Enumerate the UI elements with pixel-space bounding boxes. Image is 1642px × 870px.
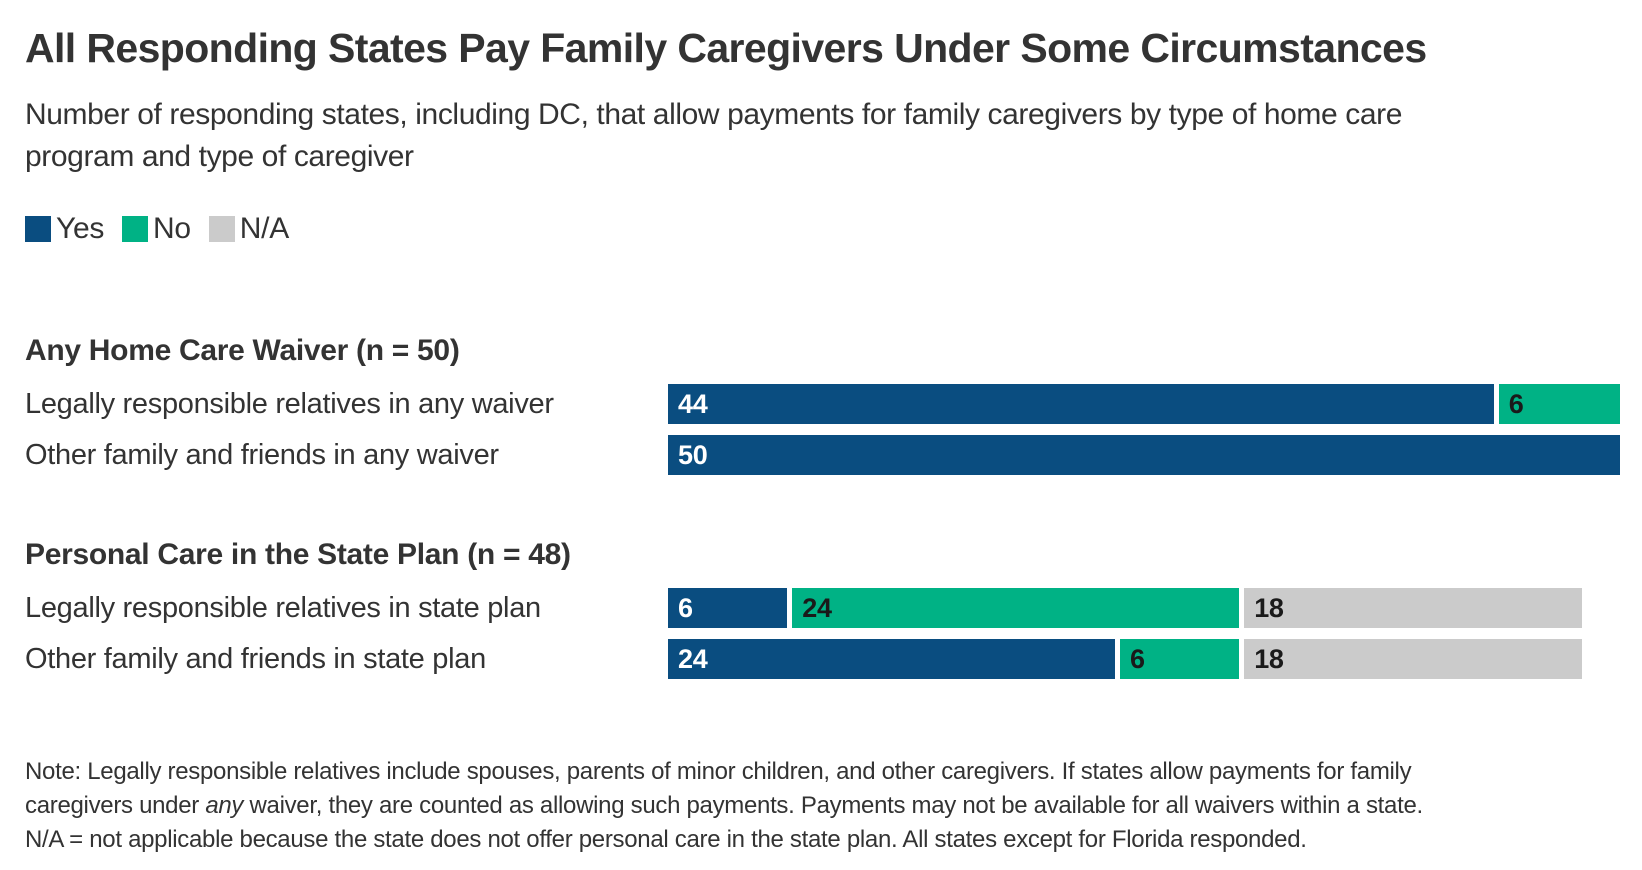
bar-value-label: 18: [1254, 643, 1284, 674]
chart-title: All Responding States Pay Family Caregiv…: [25, 25, 1427, 71]
bar-segment-yes: 50: [668, 435, 1620, 476]
chart-group-heading: Personal Care in the State Plan (n = 48): [25, 538, 571, 572]
legend-item-na: N/A: [208, 212, 289, 246]
bar-value-label: 24: [678, 643, 708, 674]
bar-row-label: Other family and friends in any waiver: [25, 438, 499, 471]
chart-group: Personal Care in the State Plan (n = 48)…: [25, 538, 1620, 680]
bar-value-label: 6: [1129, 643, 1145, 674]
bar-segment-yes: 6: [668, 588, 788, 629]
bar-value-label: 18: [1254, 592, 1284, 623]
note-line-2-text-after: waiver, they are counted as allowing suc…: [243, 792, 1423, 820]
bar-segment-no: 6: [1119, 639, 1240, 680]
bar-row: Other family and friends in state plan 24…: [25, 639, 1620, 680]
chart-note: Note: Legally responsible relatives incl…: [25, 755, 1620, 857]
note-line-3: N/A = not applicable because the state d…: [25, 826, 1307, 854]
legend-swatch-yes-icon: [25, 216, 51, 243]
bar-segment-na: 18: [1244, 639, 1582, 680]
bar-row: Legally responsible relatives in state p…: [25, 588, 1620, 629]
note-line-2-text: caregivers under: [25, 792, 206, 820]
bar-value-label: 50: [678, 439, 708, 470]
bar-row: Legally responsible relatives in any wai…: [25, 384, 1620, 425]
legend: Yes No N/A: [25, 212, 1620, 246]
bar-segment-no: 24: [792, 588, 1240, 629]
legend-label-no: No: [153, 212, 191, 246]
note-line-1: Note: Legally responsible relatives incl…: [25, 758, 1412, 786]
chart-group-heading: Any Home Care Waiver (n = 50): [25, 334, 460, 368]
legend-label-yes: Yes: [56, 212, 105, 246]
bar-track: 24 6 18: [668, 639, 1620, 680]
chart-body: Any Home Care Waiver (n = 50) Legally res…: [25, 334, 1620, 680]
bar-value-label: 24: [802, 592, 832, 623]
bar-value-label: 6: [1508, 388, 1524, 419]
bar-value-label: 44: [678, 388, 708, 419]
legend-swatch-na-icon: [208, 216, 235, 243]
legend-label-na: N/A: [239, 212, 289, 246]
bar-track: 50: [668, 435, 1620, 476]
bar-value-label: 6: [678, 592, 693, 623]
chart-subtitle: Number of responding states, including D…: [25, 98, 1402, 174]
bar-row-label: Other family and friends in state plan: [25, 642, 486, 675]
bar-segment-no: 6: [1498, 384, 1620, 425]
bar-track: 44 6: [668, 384, 1620, 425]
bar-segment-yes: 44: [668, 384, 1494, 425]
bar-row-label: Legally responsible relatives in state p…: [25, 591, 541, 624]
bar-segment-na: 18: [1244, 588, 1582, 629]
bar-row-label: Legally responsible relatives in any wai…: [25, 387, 554, 420]
bar-track: 6 24 18: [668, 588, 1620, 629]
note-line-2: caregivers under any waiver, they are co…: [25, 789, 1620, 823]
legend-swatch-no-icon: [122, 216, 149, 243]
chart-group: Any Home Care Waiver (n = 50) Legally res…: [25, 334, 1620, 476]
bar-segment-yes: 24: [668, 639, 1115, 680]
legend-item-yes: Yes: [25, 212, 104, 246]
note-line-2-italic-text: any: [205, 792, 244, 820]
legend-item-no: No: [122, 212, 191, 246]
bar-row: Other family and friends in any waiver 50: [25, 435, 1620, 476]
